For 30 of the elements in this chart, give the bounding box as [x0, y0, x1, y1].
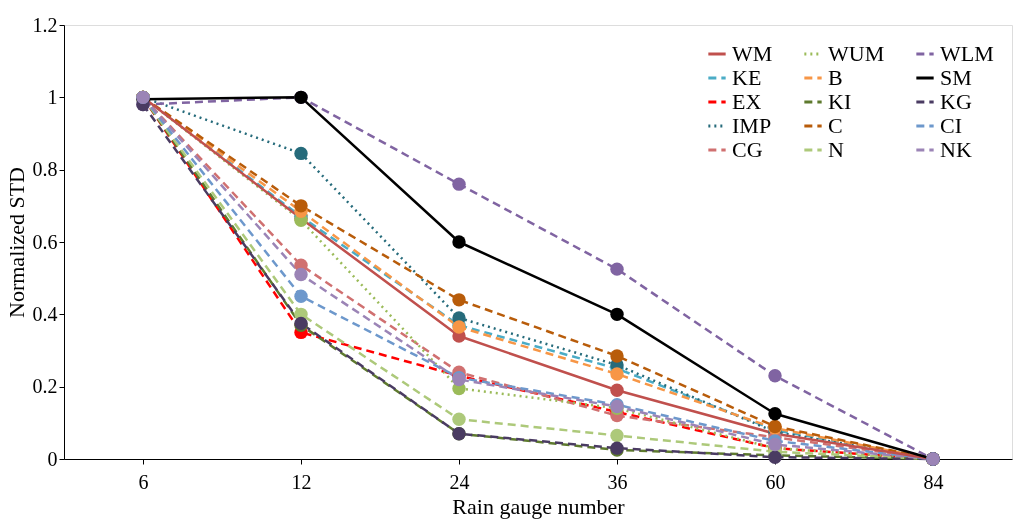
- legend-label: WM: [732, 41, 773, 66]
- legend-label: N: [828, 137, 844, 162]
- legend-label: IMP: [732, 113, 772, 138]
- legend-label: CI: [940, 113, 962, 138]
- x-tick-label: 12: [291, 470, 312, 493]
- y-tick-label: 1.2: [32, 13, 58, 36]
- y-tick-label: 0.4: [32, 302, 58, 325]
- y-tick-label: 0.2: [32, 375, 58, 398]
- legend-label: EX: [732, 89, 762, 114]
- legend-label: WLM: [940, 41, 994, 66]
- y-tick-label: 1: [47, 85, 58, 108]
- x-tick-label: 60: [765, 470, 786, 493]
- legend-label: SM: [940, 65, 972, 90]
- legend-label: NK: [940, 137, 972, 162]
- legend-label: C: [828, 113, 843, 138]
- legend-label: CG: [732, 137, 763, 162]
- y-axis-title: Normalized STD: [3, 167, 29, 318]
- x-tick-label: 84: [923, 470, 944, 493]
- y-tick-label: 0.8: [32, 158, 58, 181]
- y-tick-label: 0.6: [32, 230, 58, 253]
- legend-label: KE: [732, 65, 762, 90]
- x-tick-label: 36: [607, 470, 628, 493]
- x-axis-title: Rain gauge number: [452, 493, 626, 519]
- x-tick-label: 6: [138, 470, 149, 493]
- y-tick-label: 0: [47, 447, 58, 470]
- legend-label: WUM: [828, 41, 885, 66]
- legend-label: KG: [940, 89, 972, 114]
- legend-label: KI: [828, 89, 852, 114]
- legend-label: B: [828, 65, 843, 90]
- x-tick-label: 24: [449, 470, 470, 493]
